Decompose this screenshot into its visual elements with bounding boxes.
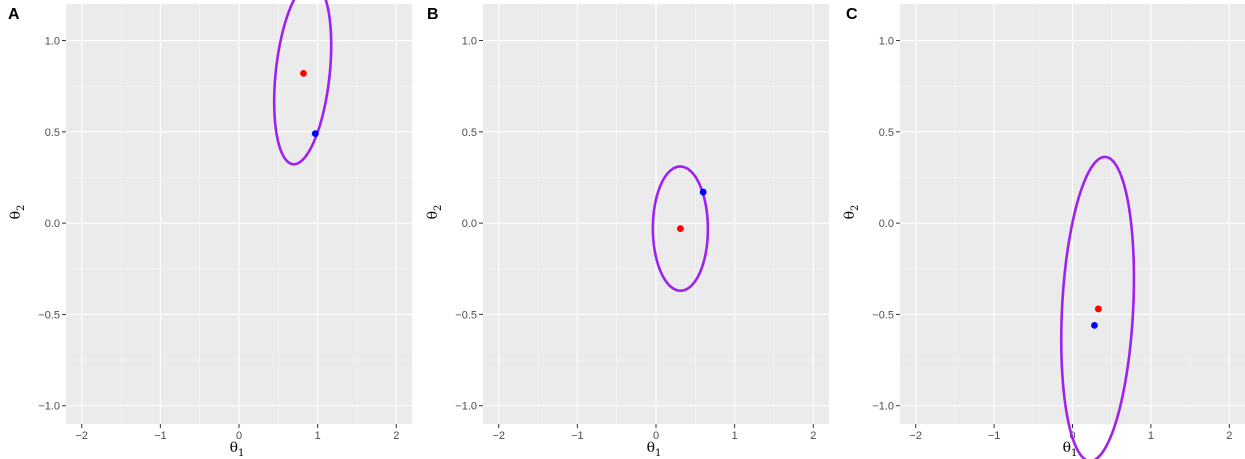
y-tick-label: 1.0 (45, 36, 60, 48)
confidence-ellipse (1059, 155, 1136, 459)
x-tick-label: 1 (315, 430, 321, 442)
y-axis-title-symbol: θ (842, 211, 858, 219)
y-tick-label: −0.5 (38, 309, 60, 321)
x-axis-title-subscript: 1 (655, 448, 661, 459)
y-tick-label: −0.5 (455, 309, 477, 321)
point-blue (1091, 321, 1098, 329)
y-axis-title-symbol: θ (8, 211, 24, 219)
y-axis-title-subscript: 2 (850, 205, 861, 211)
x-axis-title-subscript: 1 (238, 448, 244, 459)
point-red (676, 225, 684, 233)
y-tick-label: 0.0 (879, 218, 894, 230)
x-axis-title-symbol: θ (230, 440, 238, 456)
y-axis-title-subscript: 2 (16, 205, 27, 211)
x-axis-title: θ1 (1063, 440, 1078, 459)
confidence-ellipse (272, 0, 333, 166)
y-axis-title-symbol: θ (425, 211, 441, 219)
x-tick-label: −1 (988, 430, 1001, 442)
y-tick-label: −1.0 (872, 401, 894, 413)
x-tick-label: −1 (154, 430, 167, 442)
y-axis-title: θ2 (842, 205, 861, 220)
y-axis-title: θ2 (8, 205, 27, 220)
x-tick-label: −2 (492, 430, 505, 442)
panel-tag: C (846, 6, 858, 23)
panel-tag: B (427, 6, 439, 23)
x-axis-title-symbol: θ (647, 440, 655, 456)
y-axis-title: θ2 (425, 205, 444, 220)
point-blue (311, 130, 319, 138)
x-tick-label: 0 (236, 430, 242, 442)
y-tick-label: 0.5 (879, 127, 894, 139)
confidence-ellipse (651, 165, 710, 293)
x-axis-title-symbol: θ (1063, 440, 1071, 456)
x-tick-label: 2 (1226, 430, 1232, 442)
y-tick-label: −1.0 (455, 401, 477, 413)
x-tick-label: 2 (810, 430, 816, 442)
y-axis-title-subscript: 2 (433, 205, 444, 211)
x-tick-label: 0 (653, 430, 659, 442)
y-tick-label: 1.0 (879, 36, 894, 48)
y-tick-label: 1.0 (462, 36, 477, 48)
x-axis-title-subscript: 1 (1071, 448, 1077, 459)
x-axis-title: θ1 (230, 440, 245, 459)
x-tick-label: 2 (393, 430, 399, 442)
panel-tag: A (8, 6, 20, 23)
point-blue (699, 188, 707, 196)
x-axis-title: θ1 (647, 440, 662, 459)
y-tick-label: −1.0 (38, 401, 60, 413)
x-tick-label: −2 (909, 430, 922, 442)
point-red (300, 69, 307, 77)
y-tick-label: −0.5 (872, 309, 894, 321)
y-tick-label: 0.0 (462, 218, 477, 230)
x-tick-label: −2 (75, 430, 88, 442)
x-tick-label: −1 (571, 430, 584, 442)
y-tick-label: 0.0 (45, 218, 60, 230)
x-tick-label: 1 (1148, 430, 1154, 442)
point-red (1094, 305, 1102, 313)
x-tick-label: 1 (732, 430, 738, 442)
y-tick-label: 0.5 (45, 127, 60, 139)
y-tick-label: 0.5 (462, 127, 477, 139)
